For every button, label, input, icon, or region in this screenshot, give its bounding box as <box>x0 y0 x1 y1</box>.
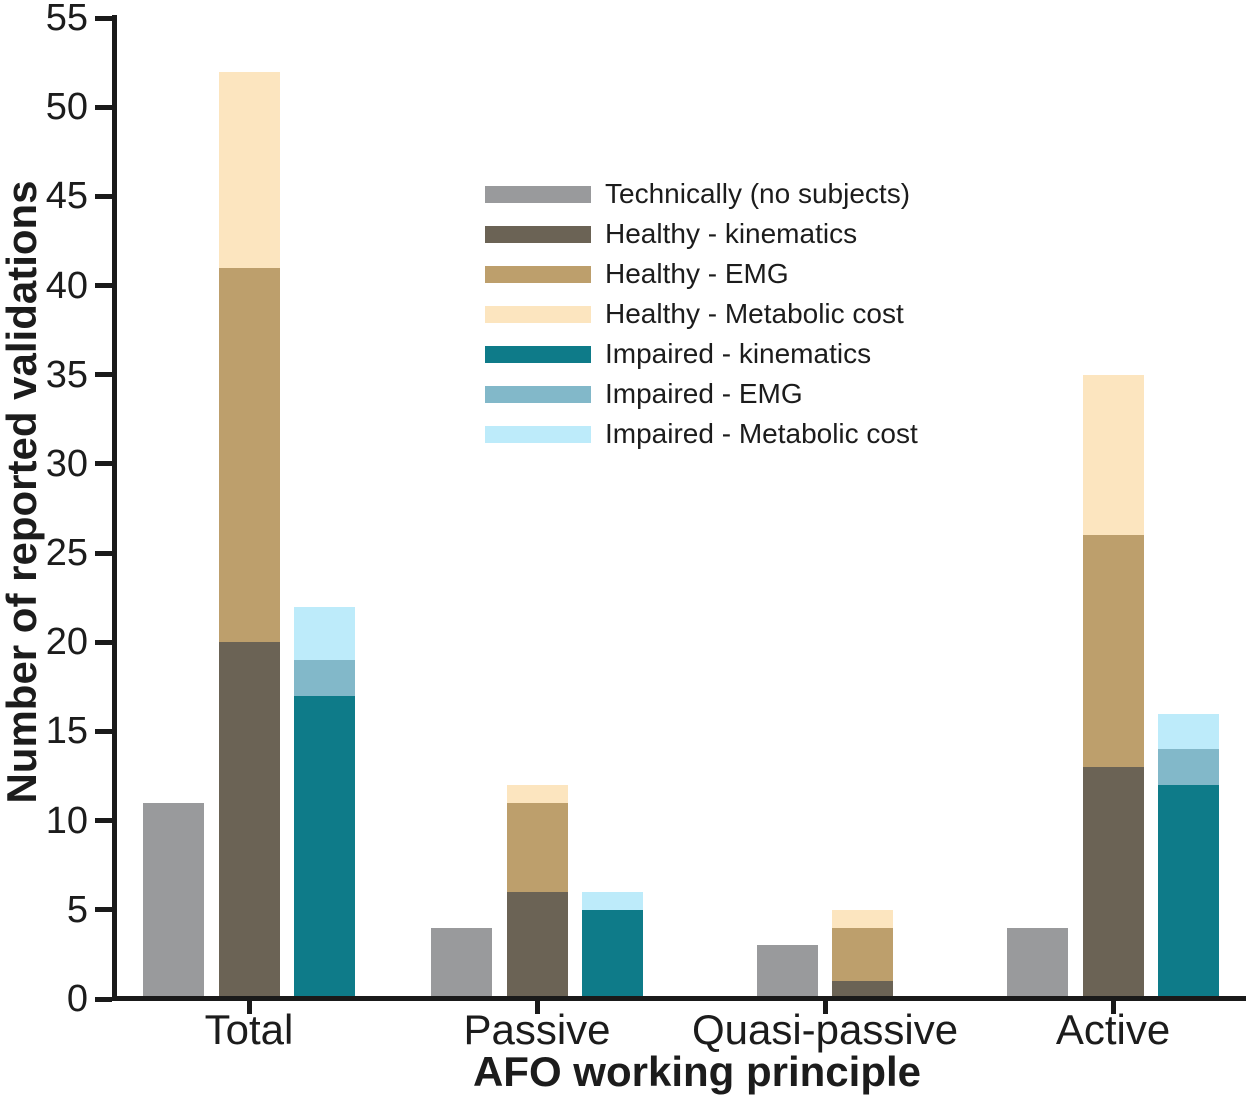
x-tick <box>534 1001 540 1014</box>
y-tick-label: 20 <box>45 621 88 664</box>
y-tick-label: 50 <box>45 86 88 129</box>
x-tick-label: Total <box>204 1006 294 1053</box>
x-axis-line <box>112 996 1246 1001</box>
y-tick <box>95 818 112 824</box>
y-tick <box>95 728 112 734</box>
bar-segment-healthy <box>1082 535 1144 768</box>
legend-label: Technically (no subjects) <box>605 178 911 209</box>
bar-segment-impaired <box>1158 784 1219 999</box>
bar-segment-healthy <box>506 891 568 999</box>
y-tick <box>95 283 112 289</box>
bar-segment-technical <box>756 945 818 999</box>
legend-row: Healthy - EMG <box>485 254 918 294</box>
bar-segment-impaired <box>582 909 643 999</box>
bar-segment-healthy <box>506 784 568 803</box>
y-axis-line <box>112 15 117 1001</box>
legend-swatch <box>485 425 591 443</box>
x-tick-label: Passive <box>463 1006 611 1053</box>
x-tick-label: Quasi-passive <box>691 1006 959 1053</box>
y-tick <box>95 372 112 378</box>
legend-row: Impaired - Metabolic cost <box>485 414 918 454</box>
bar-segment-technical <box>1007 927 1068 999</box>
y-tick-label: 0 <box>66 978 88 1020</box>
bar-segment-technical <box>143 802 204 999</box>
y-tick <box>95 15 112 21</box>
legend-label: Impaired - EMG <box>605 378 803 409</box>
legend-label: Impaired - Metabolic cost <box>605 418 918 449</box>
bar-segment-healthy <box>832 927 894 982</box>
bar-segment-impaired <box>294 606 355 661</box>
y-tick-label: 55 <box>45 0 88 39</box>
legend-row: Healthy - kinematics <box>485 214 918 254</box>
bar-segment-impaired <box>294 695 355 999</box>
bar-segment-healthy <box>1082 767 1144 999</box>
bar-segment-healthy <box>832 981 894 999</box>
bar-segment-impaired <box>1158 749 1219 785</box>
bar-segment-impaired <box>294 660 355 696</box>
bar-segment-healthy <box>218 71 280 268</box>
y-tick-label: 40 <box>45 264 88 307</box>
y-tick-label: 45 <box>45 175 88 218</box>
y-tick-label: 5 <box>66 888 88 931</box>
y-tick <box>95 461 112 467</box>
y-tick-label: 25 <box>45 532 88 575</box>
bar-segment-impaired <box>582 891 643 910</box>
x-tick <box>822 1001 828 1014</box>
bar-segment-healthy <box>1082 374 1144 536</box>
bar-segment-healthy <box>218 642 280 999</box>
y-tick <box>95 996 112 1002</box>
legend-swatch <box>485 225 591 243</box>
legend-label: Healthy - kinematics <box>605 218 858 249</box>
y-tick-label: 10 <box>45 799 88 842</box>
bar-segment-healthy <box>218 267 280 643</box>
legend-row: Technically (no subjects) <box>485 174 918 214</box>
x-tick <box>1110 1001 1116 1014</box>
legend-row: Healthy - Metabolic cost <box>485 294 918 334</box>
y-tick <box>95 639 112 645</box>
legend-swatch <box>485 385 591 403</box>
legend-swatch <box>485 265 591 283</box>
y-tick-label: 30 <box>45 442 88 485</box>
legend-swatch <box>485 305 591 323</box>
bar-segment-technical <box>431 927 492 999</box>
x-axis-title: AFO working principle <box>472 1048 922 1095</box>
legend-swatch <box>485 185 591 203</box>
legend-label: Healthy - Metabolic cost <box>605 298 904 329</box>
legend-row: Impaired - kinematics <box>485 334 918 374</box>
y-tick-label: 15 <box>45 710 88 753</box>
legend: Technically (no subjects) Healthy - kinem… <box>485 174 918 454</box>
y-tick <box>95 104 112 110</box>
bar-segment-healthy <box>832 909 894 928</box>
legend-row: Impaired - EMG <box>485 374 918 414</box>
y-tick <box>95 193 112 199</box>
legend-label: Healthy - EMG <box>605 258 789 289</box>
legend-swatch <box>485 345 591 363</box>
bar-segment-healthy <box>506 802 568 892</box>
y-tick-label: 35 <box>45 353 88 396</box>
legend-label: Impaired - kinematics <box>605 338 872 369</box>
x-tick-label: Active <box>1055 1006 1171 1053</box>
x-tick <box>246 1001 252 1014</box>
y-tick <box>95 550 112 556</box>
y-tick <box>95 907 112 913</box>
bar-segment-impaired <box>1158 713 1219 750</box>
y-axis-title: Number of reported validations <box>0 180 45 804</box>
